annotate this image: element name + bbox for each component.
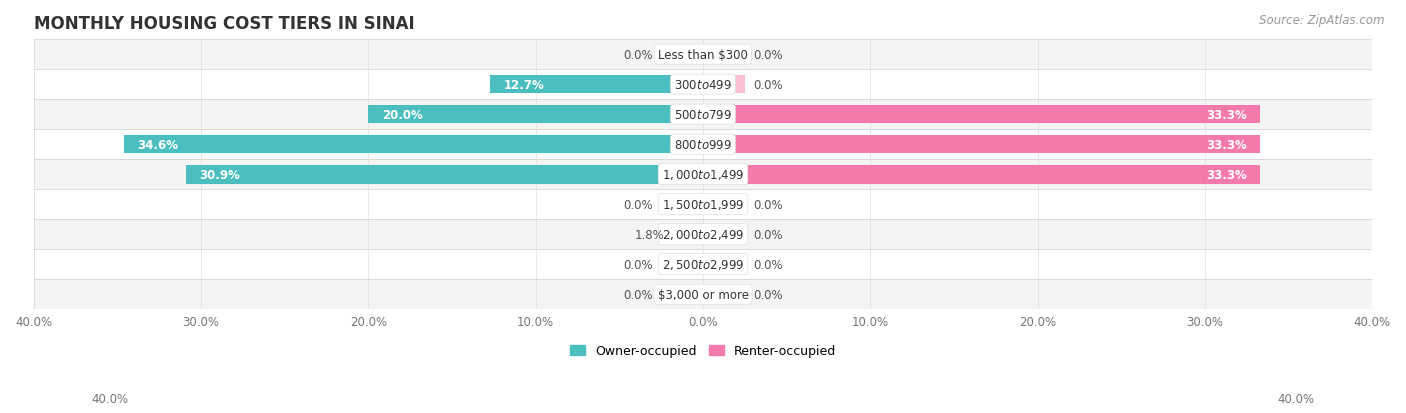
Text: 0.0%: 0.0%	[623, 198, 652, 211]
Bar	[34, 130, 1372, 160]
Text: 12.7%: 12.7%	[503, 78, 544, 91]
Text: $500 to $799: $500 to $799	[673, 108, 733, 121]
Bar	[703, 195, 745, 214]
Text: 0.0%: 0.0%	[754, 198, 783, 211]
Text: Less than $300: Less than $300	[658, 48, 748, 62]
Text: 1.8%: 1.8%	[634, 228, 665, 241]
Text: 40.0%: 40.0%	[91, 392, 128, 405]
Text: 0.0%: 0.0%	[754, 228, 783, 241]
Text: 0.0%: 0.0%	[623, 48, 652, 62]
Bar	[703, 166, 1260, 184]
Bar	[34, 190, 1372, 220]
Bar	[124, 135, 703, 154]
Text: 0.0%: 0.0%	[623, 288, 652, 301]
Bar	[34, 70, 1372, 100]
Text: $3,000 or more: $3,000 or more	[658, 288, 748, 301]
Bar	[703, 46, 745, 64]
Text: MONTHLY HOUSING COST TIERS IN SINAI: MONTHLY HOUSING COST TIERS IN SINAI	[34, 15, 415, 33]
Text: $300 to $499: $300 to $499	[673, 78, 733, 91]
Text: $1,500 to $1,999: $1,500 to $1,999	[662, 198, 744, 212]
Text: 0.0%: 0.0%	[754, 48, 783, 62]
Bar	[491, 76, 703, 94]
Text: 40.0%: 40.0%	[1278, 392, 1315, 405]
Bar	[368, 106, 703, 124]
Bar	[661, 255, 703, 274]
Text: 0.0%: 0.0%	[754, 288, 783, 301]
Bar	[703, 225, 745, 244]
Text: 33.3%: 33.3%	[1206, 108, 1247, 121]
Text: 0.0%: 0.0%	[754, 78, 783, 91]
Bar	[703, 135, 1260, 154]
Bar	[661, 195, 703, 214]
Text: $2,000 to $2,499: $2,000 to $2,499	[662, 228, 744, 242]
Text: 0.0%: 0.0%	[754, 258, 783, 271]
Bar	[34, 160, 1372, 190]
Text: 34.6%: 34.6%	[138, 138, 179, 151]
Bar	[673, 225, 703, 244]
Text: Source: ZipAtlas.com: Source: ZipAtlas.com	[1260, 14, 1385, 27]
Legend: Owner-occupied, Renter-occupied: Owner-occupied, Renter-occupied	[565, 339, 841, 363]
Text: 0.0%: 0.0%	[623, 258, 652, 271]
Bar	[703, 255, 745, 274]
Bar	[661, 285, 703, 304]
Text: $1,000 to $1,499: $1,000 to $1,499	[662, 168, 744, 182]
Bar	[34, 100, 1372, 130]
Text: $2,500 to $2,999: $2,500 to $2,999	[662, 258, 744, 272]
Bar	[703, 106, 1260, 124]
Text: $800 to $999: $800 to $999	[673, 138, 733, 151]
Bar	[34, 249, 1372, 280]
Bar	[703, 76, 745, 94]
Bar	[661, 46, 703, 64]
Bar	[34, 220, 1372, 249]
Text: 33.3%: 33.3%	[1206, 168, 1247, 181]
Text: 20.0%: 20.0%	[381, 108, 422, 121]
Bar	[703, 285, 745, 304]
Bar	[34, 280, 1372, 309]
Bar	[186, 166, 703, 184]
Text: 33.3%: 33.3%	[1206, 138, 1247, 151]
Text: 30.9%: 30.9%	[200, 168, 240, 181]
Bar	[34, 40, 1372, 70]
